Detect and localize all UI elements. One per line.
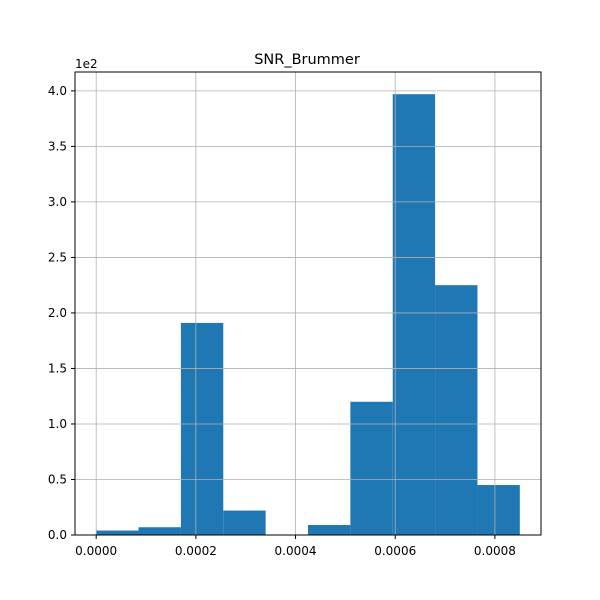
histogram-bars <box>96 94 520 535</box>
chart-title: SNR_Brummer <box>254 52 360 68</box>
histogram-bar <box>392 94 436 535</box>
axes <box>74 71 542 536</box>
x-axis-ticks: 0.0000 0.0002 0.0004 0.0006 0.0008 <box>75 535 516 558</box>
y-tick-label: 3.5 <box>48 139 67 153</box>
x-tick-label: 0.0006 <box>374 544 416 558</box>
y-tick-label: 0.0 <box>48 528 67 542</box>
x-tick-label: 0.0000 <box>75 544 117 558</box>
histogram-bar <box>223 510 266 535</box>
y-tick-label: 2.5 <box>48 250 67 264</box>
histogram-bar <box>96 530 139 535</box>
y-tick-label: 1.0 <box>48 417 67 431</box>
y-tick-label: 3.0 <box>48 195 67 209</box>
y-axis-offset-label: 1e2 <box>75 57 98 71</box>
y-axis-ticks: 0.0 0.5 1.0 1.5 2.0 2.5 3.0 3.5 4.0 <box>48 84 75 542</box>
y-tick-label: 1.5 <box>48 361 67 375</box>
x-tick-label: 0.0008 <box>474 544 516 558</box>
x-tick-label: 0.0004 <box>275 544 317 558</box>
histogram-bar <box>477 485 520 535</box>
histogram-bar <box>138 527 181 535</box>
plot-frame <box>74 71 542 536</box>
y-tick-label: 4.0 <box>48 84 67 98</box>
histogram-bar <box>435 285 478 535</box>
histogram-bar <box>308 525 351 535</box>
histogram-bar <box>350 401 393 535</box>
x-tick-label: 0.0002 <box>175 544 217 558</box>
y-tick-label: 0.5 <box>48 472 67 486</box>
y-tick-label: 2.0 <box>48 306 67 320</box>
histogram-bar <box>180 322 224 535</box>
